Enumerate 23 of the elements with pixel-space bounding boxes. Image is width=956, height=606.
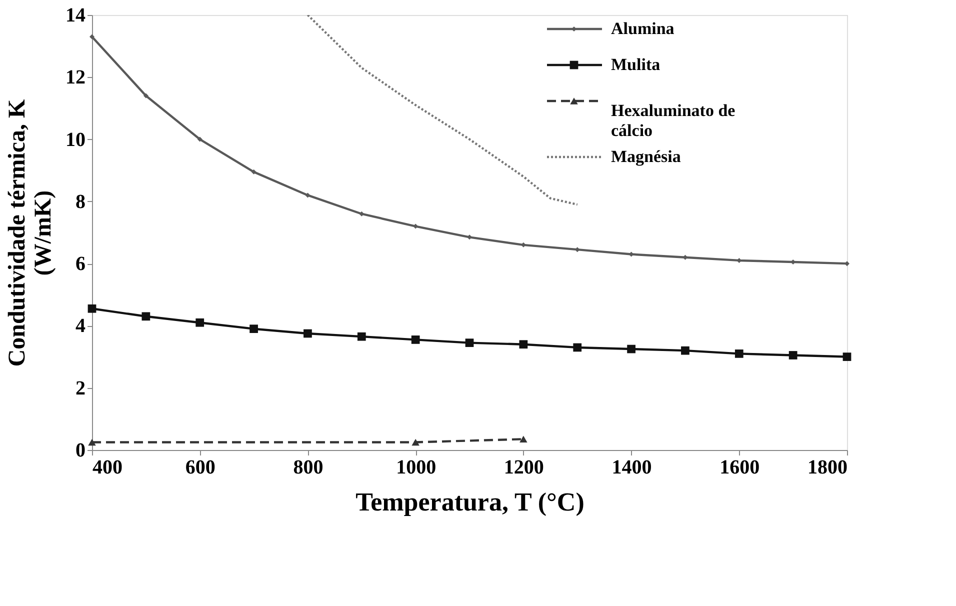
x-tick-label: 600 xyxy=(185,456,216,478)
y-axis-title: Condutividade térmica, K (W/mK) xyxy=(4,99,56,367)
y-tick-label: 14 xyxy=(66,4,86,26)
x-tick-label: 1600 xyxy=(720,456,760,478)
y-tick-label: 0 xyxy=(76,440,86,462)
y-tick-label: 4 xyxy=(76,315,86,338)
y-tick-label: 8 xyxy=(76,190,86,213)
legend-label: Magnésia xyxy=(611,147,682,166)
legend-label: Mulita xyxy=(611,55,661,74)
x-tick-label: 1200 xyxy=(504,456,544,478)
y-tick-label: 12 xyxy=(66,66,86,89)
line-series xyxy=(306,15,578,206)
x-tick-label: 1400 xyxy=(612,456,652,478)
x-tick-label: 800 xyxy=(293,456,324,478)
legend-label: Alumina xyxy=(611,19,675,38)
x-tick-label: 1000 xyxy=(396,456,436,478)
x-tick-label: 400 xyxy=(92,456,122,478)
x-tick-label: 1800 xyxy=(808,456,848,478)
x-axis-title: Temperatura, T (°C) xyxy=(356,488,584,516)
y-tick-label: 2 xyxy=(76,377,86,400)
legend-label: Hexaluminato de cálcio xyxy=(611,101,736,140)
y-tick-label: 10 xyxy=(66,128,86,151)
y-tick-label: 6 xyxy=(76,253,86,276)
